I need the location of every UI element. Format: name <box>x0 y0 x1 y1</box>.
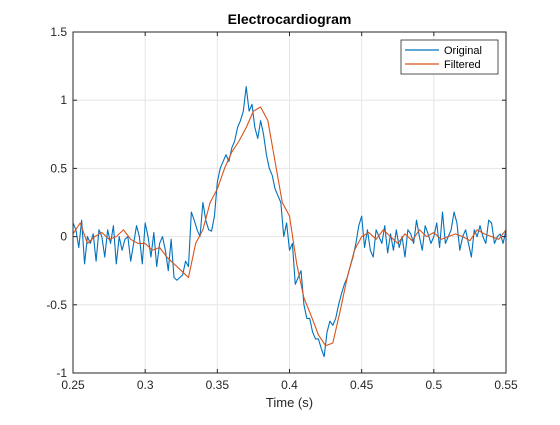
legend-label-original: Original <box>444 45 482 57</box>
grid-layer <box>72 31 507 374</box>
legend-box <box>400 39 499 75</box>
x-tick-label: 0.3 <box>137 378 154 392</box>
chart-title: Electrocardiogram <box>228 11 352 27</box>
legend: Original Filtered <box>400 39 499 75</box>
x-tick-label: 0.5 <box>425 378 442 392</box>
series-layer <box>72 86 507 358</box>
x-tick-label: 0.55 <box>494 378 518 392</box>
y-tick-label: -0.5 <box>46 298 67 312</box>
y-tick-label: 1.5 <box>50 25 67 39</box>
x-tick-label: 0.35 <box>206 378 230 392</box>
y-tick-label: -1 <box>56 366 67 380</box>
x-axis-label: Time (s) <box>266 395 313 410</box>
x-tick-label: 0.45 <box>350 378 374 392</box>
legend-label-filtered: Filtered <box>444 59 481 71</box>
y-tick-label: 1 <box>60 93 67 107</box>
tick-layer: 0.25 0.3 0.35 0.4 0.45 0.5 0.55 -1 -0.5 0 0.5 1 1.5 <box>46 25 518 392</box>
x-tick-label: 0.4 <box>281 378 298 392</box>
y-tick-label: 0.5 <box>50 161 67 175</box>
series-line-filtered <box>72 106 507 347</box>
series-line-original <box>72 86 507 358</box>
y-tick-label: 0 <box>60 230 67 244</box>
x-tick-label: 0.25 <box>61 378 85 392</box>
